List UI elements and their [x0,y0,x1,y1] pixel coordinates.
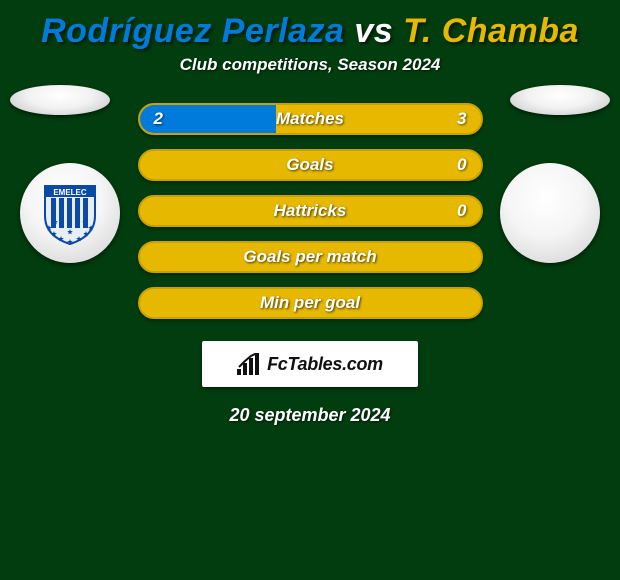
stat-bar-label: Min per goal [260,293,360,313]
stat-bar-label: Matches [276,109,344,129]
stat-bar-value-right: 3 [457,109,466,129]
subtitle: Club competitions, Season 2024 [0,55,620,75]
stat-bar: Min per goal [138,287,483,319]
club-badge-circle [500,163,600,263]
stat-bar-value-left: 2 [154,109,163,129]
player1-club-badge: EMELEC [20,163,120,263]
player2-club-badge [500,163,600,263]
club-badge-blank-icon [515,178,585,248]
stat-bar: Hattricks 0 [138,195,483,227]
stat-bar-label: Hattricks [274,201,347,221]
fctables-watermark: FcTables.com [202,341,418,387]
fctables-logo-icon [237,353,263,375]
stat-bars: Matches 2 3 Goals 0 Hattricks 0 Goals per match… [138,103,483,319]
stat-bar: Goals per match [138,241,483,273]
comparison-stage: EMELEC Matches 2 3 Goals 0 Hattricks 0 Goals pe… [0,103,620,319]
stat-bar-label: Goals [286,155,333,175]
club-badge-circle: EMELEC [20,163,120,263]
headshot-placeholder-icon [510,85,610,115]
player1-name: Rodríguez Perlaza [41,12,344,50]
headshot-placeholder-icon [10,85,110,115]
stat-bar-value-right: 0 [457,155,466,175]
stat-bar: Goals 0 [138,149,483,181]
vs-text: vs [354,12,393,50]
svg-text:EMELEC: EMELEC [53,188,87,197]
stat-bar: Matches 2 3 [138,103,483,135]
stat-bar-value-right: 0 [457,201,466,221]
stat-bar-label: Goals per match [243,247,376,267]
player1-headshot [10,85,110,115]
generated-date: 20 september 2024 [0,405,620,426]
emelec-badge-icon: EMELEC [35,178,105,248]
player2-name: T. Chamba [403,12,579,50]
comparison-title: Rodríguez Perlaza vs T. Chamba [0,0,620,55]
fctables-brand-text: FcTables.com [267,354,383,375]
player2-headshot [510,85,610,115]
